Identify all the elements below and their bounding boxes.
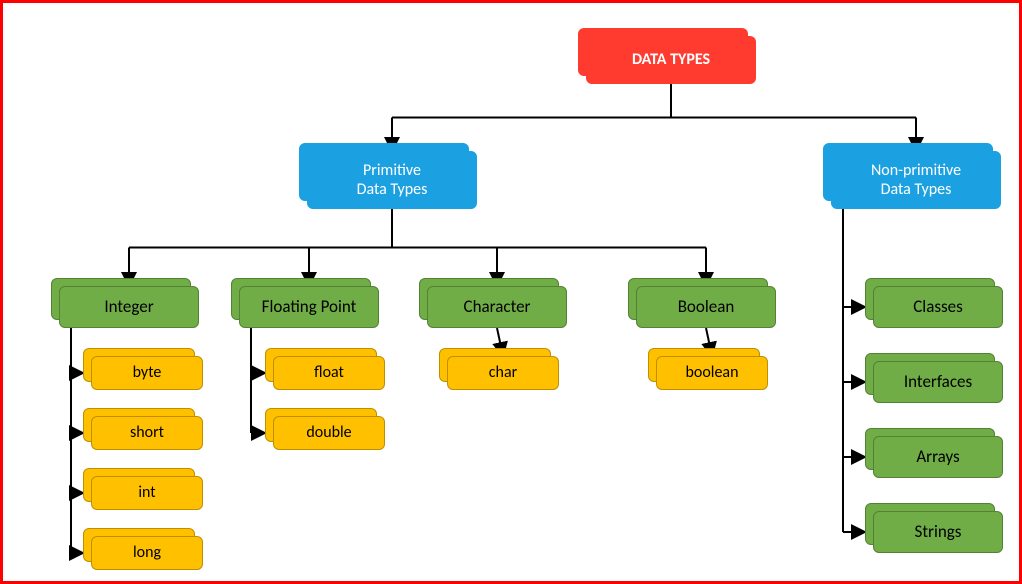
node-long: long — [83, 528, 203, 570]
node-front: PrimitiveData Types — [307, 151, 477, 209]
node-front: Non-primitiveData Types — [831, 151, 1001, 209]
node-label: Integer — [104, 297, 153, 317]
node-front: DATA TYPES — [586, 36, 756, 84]
node-label: short — [130, 423, 164, 442]
node-front: int — [91, 476, 203, 510]
node-byte: byte — [83, 348, 203, 390]
node-label: Arrays — [916, 447, 959, 467]
node-label: DATA TYPES — [632, 50, 710, 69]
node-nonprim: Non-primitiveData Types — [823, 143, 1001, 209]
node-front: Floating Point — [239, 286, 379, 328]
node-interfaces: Interfaces — [865, 353, 1003, 403]
node-float: float — [265, 348, 385, 390]
node-label: boolean — [686, 363, 739, 382]
node-char: char — [439, 348, 559, 390]
node-front: long — [91, 536, 203, 570]
node-label: double — [306, 423, 351, 442]
node-root: DATA TYPES — [578, 28, 756, 84]
node-front: char — [447, 356, 559, 390]
node-integer: Integer — [51, 278, 199, 328]
node-front: short — [91, 416, 203, 450]
node-int: int — [83, 468, 203, 510]
node-front: Integer — [59, 286, 199, 328]
node-booleanleaf: boolean — [648, 348, 768, 390]
node-strings: Strings — [865, 503, 1003, 553]
node-label: Floating Point — [262, 297, 357, 317]
node-arrays: Arrays — [865, 428, 1003, 478]
node-label: PrimitiveData Types — [357, 161, 428, 199]
node-label: byte — [133, 363, 162, 382]
node-classes: Classes — [865, 278, 1003, 328]
node-label: Non-primitiveData Types — [871, 161, 961, 199]
node-front: Character — [427, 286, 567, 328]
node-front: Strings — [873, 511, 1003, 553]
node-primitive: PrimitiveData Types — [299, 143, 477, 209]
node-front: float — [273, 356, 385, 390]
node-front: boolean — [656, 356, 768, 390]
diagram-frame: DATA TYPES PrimitiveData Types Non-primiti… — [0, 0, 1022, 584]
node-label: int — [138, 483, 155, 502]
node-front: Interfaces — [873, 361, 1003, 403]
node-label: char — [489, 363, 517, 382]
node-floatpt: Floating Point — [231, 278, 379, 328]
node-front: double — [273, 416, 385, 450]
node-front: byte — [91, 356, 203, 390]
node-label: Boolean — [678, 297, 735, 317]
node-double: double — [265, 408, 385, 450]
node-label: Strings — [915, 522, 962, 542]
node-front: Arrays — [873, 436, 1003, 478]
node-front: Boolean — [636, 286, 776, 328]
node-label: Classes — [913, 297, 963, 317]
node-boolean: Boolean — [628, 278, 776, 328]
node-front: Classes — [873, 286, 1003, 328]
node-label: Interfaces — [904, 372, 972, 392]
node-label: float — [314, 363, 344, 382]
node-character: Character — [419, 278, 567, 328]
node-short: short — [83, 408, 203, 450]
node-label: long — [133, 543, 161, 562]
node-label: Character — [464, 297, 531, 317]
